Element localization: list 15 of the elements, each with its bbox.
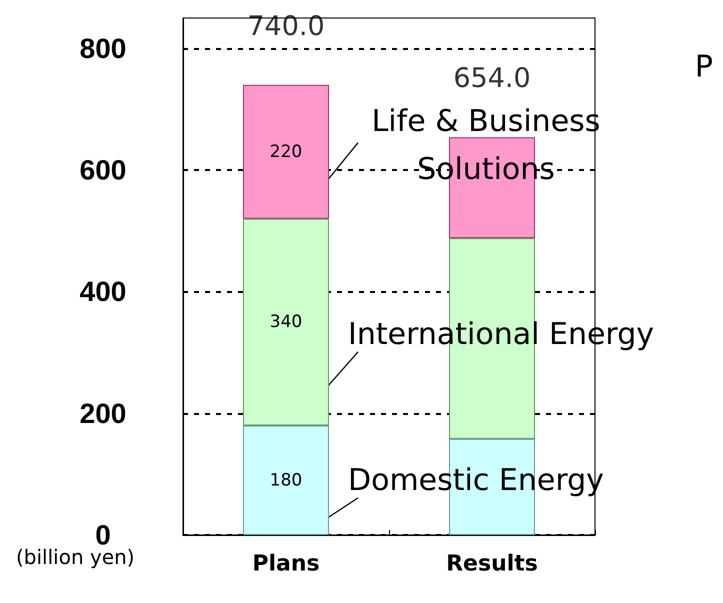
y-tick-label: 200 (80, 398, 126, 429)
data-label: 220 (270, 142, 302, 162)
total-label: 654.0 (453, 63, 531, 94)
x-tick-label: Results (446, 552, 538, 576)
bar (243, 218, 329, 426)
y-tick-label: 400 (80, 276, 126, 308)
bar (243, 426, 329, 535)
data-label: 340 (270, 312, 302, 332)
data-label: 180 (270, 470, 302, 490)
x-tick-label: Plans (252, 552, 320, 576)
bar (243, 84, 329, 219)
y-tick-label: 800 (80, 32, 126, 64)
total-label: 740.0 (247, 10, 325, 42)
text: P (694, 50, 714, 84)
y-tick-label: 600 (80, 154, 126, 186)
